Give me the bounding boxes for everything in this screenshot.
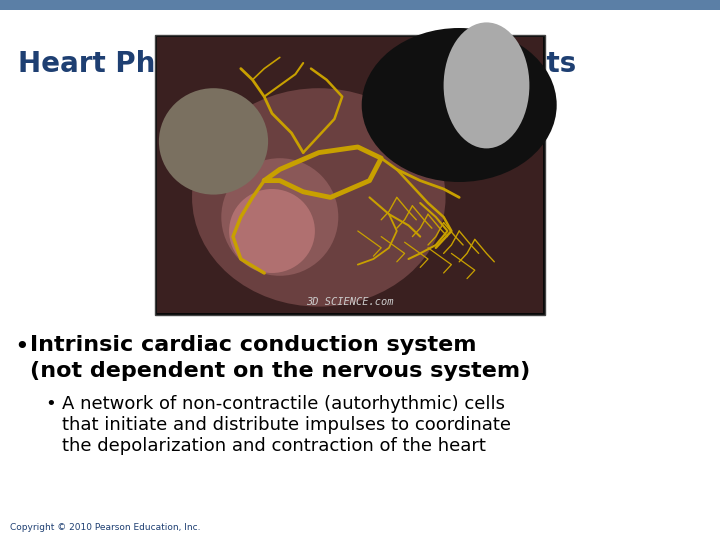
Text: •: • xyxy=(45,395,55,413)
Text: A network of non-contractile (autorhythmic) cells: A network of non-contractile (autorhythm… xyxy=(62,395,505,413)
Bar xyxy=(157,37,543,313)
Text: Heart Physiology:  Electrical Events: Heart Physiology: Electrical Events xyxy=(18,50,576,78)
Text: 3D SCIENCE.com: 3D SCIENCE.com xyxy=(306,297,394,307)
Text: Intrinsic cardiac conduction system: Intrinsic cardiac conduction system xyxy=(30,335,477,355)
Ellipse shape xyxy=(361,28,557,182)
Ellipse shape xyxy=(221,158,338,276)
Bar xyxy=(155,35,545,315)
Text: (not dependent on the nervous system): (not dependent on the nervous system) xyxy=(30,361,530,381)
Ellipse shape xyxy=(229,189,315,273)
Ellipse shape xyxy=(159,88,268,194)
Text: that initiate and distribute impulses to coordinate: that initiate and distribute impulses to… xyxy=(62,416,511,434)
Ellipse shape xyxy=(444,22,529,148)
Bar xyxy=(0,0,720,10)
Text: •: • xyxy=(14,335,29,359)
Text: the depolarization and contraction of the heart: the depolarization and contraction of th… xyxy=(62,437,486,455)
Ellipse shape xyxy=(192,88,446,307)
Text: Copyright © 2010 Pearson Education, Inc.: Copyright © 2010 Pearson Education, Inc. xyxy=(10,523,200,532)
